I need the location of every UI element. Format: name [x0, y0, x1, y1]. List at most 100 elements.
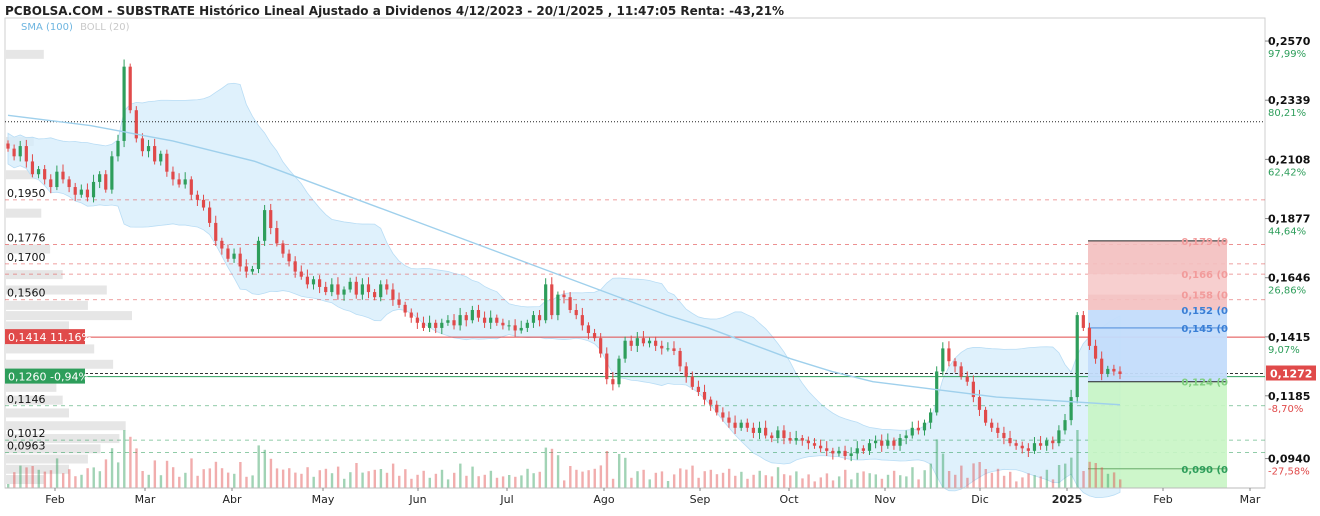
- candle[interactable]: [336, 277, 340, 300]
- candle[interactable]: [1057, 425, 1061, 447]
- candle[interactable]: [153, 138, 157, 165]
- candle[interactable]: [476, 304, 481, 322]
- candle[interactable]: [482, 311, 487, 328]
- candle[interactable]: [855, 441, 859, 460]
- candle[interactable]: [330, 278, 334, 297]
- candle[interactable]: [122, 59, 126, 148]
- candle[interactable]: [409, 308, 413, 323]
- candle[interactable]: [189, 176, 193, 200]
- candle[interactable]: [171, 166, 175, 186]
- candle[interactable]: [293, 256, 297, 278]
- candle[interactable]: [678, 347, 682, 372]
- candle[interactable]: [953, 358, 957, 373]
- candle[interactable]: [1081, 311, 1085, 331]
- candle[interactable]: [617, 355, 621, 388]
- candle[interactable]: [825, 441, 829, 456]
- candle[interactable]: [116, 134, 120, 162]
- candle[interactable]: [647, 337, 652, 348]
- candle[interactable]: [61, 164, 65, 184]
- candle[interactable]: [977, 389, 982, 417]
- candle[interactable]: [299, 265, 303, 280]
- candle[interactable]: [85, 183, 90, 202]
- candle[interactable]: [641, 330, 646, 347]
- candle[interactable]: [318, 275, 322, 294]
- candle[interactable]: [1008, 430, 1012, 447]
- candle[interactable]: [372, 288, 377, 301]
- candle[interactable]: [861, 445, 865, 454]
- candle[interactable]: [495, 314, 499, 326]
- candle[interactable]: [996, 422, 1000, 439]
- candle[interactable]: [849, 447, 853, 462]
- candle[interactable]: [43, 165, 47, 185]
- candle[interactable]: [751, 422, 756, 439]
- candle[interactable]: [892, 437, 896, 450]
- candle[interactable]: [635, 332, 639, 352]
- candle[interactable]: [311, 276, 316, 290]
- candle[interactable]: [874, 435, 878, 449]
- candle[interactable]: [605, 347, 609, 385]
- candle[interactable]: [360, 278, 364, 300]
- candle[interactable]: [562, 290, 566, 304]
- candle[interactable]: [867, 439, 872, 455]
- candle[interactable]: [269, 203, 273, 235]
- candle[interactable]: [55, 165, 59, 191]
- candle[interactable]: [128, 63, 132, 114]
- candle[interactable]: [757, 421, 762, 440]
- candle[interactable]: [452, 314, 456, 330]
- boll-legend[interactable]: BOLL (20): [80, 22, 130, 33]
- candle[interactable]: [177, 173, 181, 188]
- candle[interactable]: [568, 292, 572, 314]
- candle[interactable]: [140, 133, 145, 157]
- candle[interactable]: [843, 445, 847, 461]
- candle[interactable]: [806, 436, 810, 450]
- candle[interactable]: [702, 384, 707, 405]
- candle[interactable]: [690, 371, 694, 390]
- candle[interactable]: [183, 172, 187, 189]
- candle[interactable]: [1026, 443, 1030, 458]
- candle[interactable]: [519, 320, 523, 334]
- candle[interactable]: [794, 430, 798, 445]
- candle[interactable]: [427, 315, 432, 333]
- candle[interactable]: [941, 342, 945, 376]
- candle[interactable]: [220, 237, 224, 255]
- candle[interactable]: [629, 335, 633, 351]
- candle[interactable]: [696, 380, 701, 397]
- candle[interactable]: [30, 154, 35, 178]
- candle[interactable]: [788, 431, 792, 444]
- candle[interactable]: [1093, 339, 1098, 364]
- candle[interactable]: [904, 430, 908, 445]
- candle[interactable]: [1100, 351, 1104, 381]
- candle[interactable]: [837, 446, 841, 457]
- candle[interactable]: [342, 286, 346, 301]
- candle[interactable]: [507, 320, 511, 331]
- candle[interactable]: [910, 421, 914, 439]
- candle[interactable]: [592, 328, 597, 342]
- candle[interactable]: [134, 106, 138, 143]
- candle[interactable]: [159, 150, 163, 166]
- candle[interactable]: [489, 310, 493, 329]
- candle[interactable]: [959, 362, 963, 380]
- candle[interactable]: [1020, 441, 1024, 454]
- candle[interactable]: [684, 362, 688, 383]
- candle[interactable]: [250, 265, 254, 275]
- candle[interactable]: [391, 283, 395, 306]
- candle[interactable]: [599, 333, 603, 358]
- candle[interactable]: [1063, 413, 1067, 435]
- candle[interactable]: [1014, 440, 1018, 450]
- candle[interactable]: [226, 244, 230, 262]
- candle[interactable]: [385, 279, 389, 295]
- candle[interactable]: [324, 281, 328, 296]
- candle[interactable]: [531, 311, 536, 328]
- candle[interactable]: [366, 277, 371, 299]
- candle[interactable]: [623, 336, 627, 363]
- candle[interactable]: [556, 291, 560, 321]
- candle[interactable]: [715, 400, 719, 416]
- candle[interactable]: [666, 342, 670, 352]
- candle[interactable]: [935, 366, 939, 416]
- candle[interactable]: [513, 319, 517, 337]
- candle[interactable]: [403, 301, 407, 317]
- candle[interactable]: [415, 312, 419, 329]
- candle[interactable]: [1045, 437, 1049, 451]
- candle[interactable]: [91, 174, 96, 203]
